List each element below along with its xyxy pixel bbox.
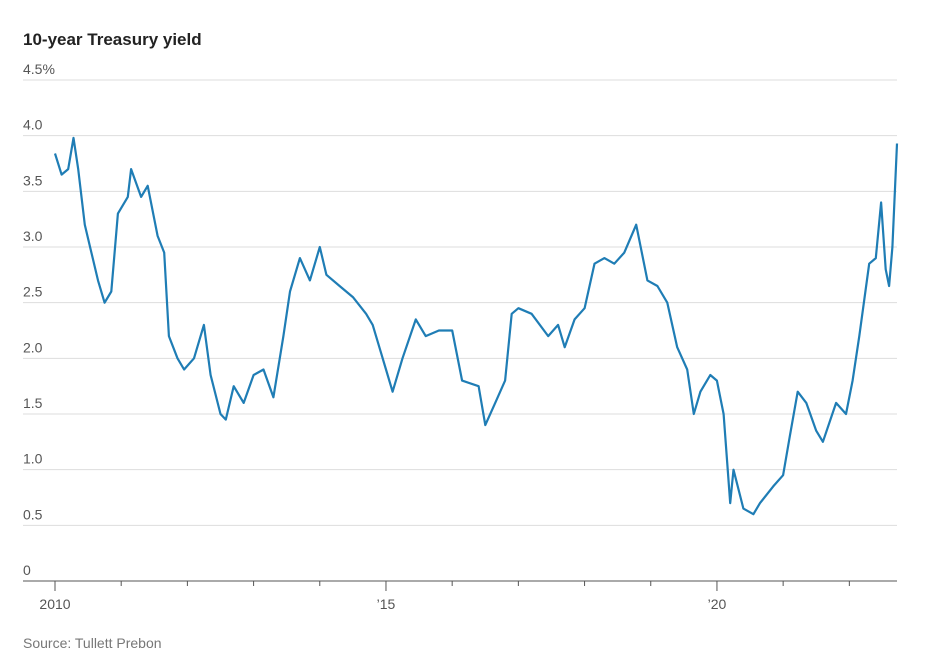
y-tick-label: 1.5 [23,395,43,411]
y-tick-label: 1.0 [23,451,43,467]
x-tick-label: ’20 [708,596,727,612]
y-tick-label: 3.0 [23,228,43,244]
y-tick-label: 0 [23,562,31,578]
y-tick-label: 2.0 [23,339,43,355]
y-tick-label: 0.5 [23,506,43,522]
x-tick-label: ’15 [377,596,396,612]
y-tick-label: 3.5 [23,172,43,188]
x-tick-label: 2010 [39,596,70,612]
y-tick-label: 2.5 [23,284,43,300]
y-tick-label: 4.5% [23,61,55,77]
source-note: Source: Tullett Prebon [23,635,162,651]
y-tick-label: 4.0 [23,117,43,133]
chart-title: 10-year Treasury yield [23,30,202,49]
line-series [53,136,899,516]
